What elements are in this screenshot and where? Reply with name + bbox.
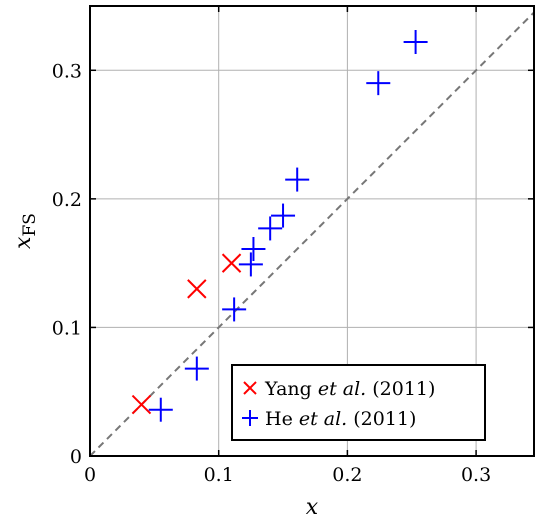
y-tick-label-0: 0: [70, 446, 82, 468]
point-series1-9: [403, 30, 428, 54]
legend-marker-shape-0-stroke-b: [243, 381, 257, 395]
point-series1-6: [271, 203, 296, 228]
point-series0-0: [131, 394, 152, 415]
legend: Yang et al. (2011) He et al. (2011): [231, 364, 486, 441]
legend-entry-yang: Yang et al. (2011): [264, 378, 435, 400]
x-tick-label-1: 0.1: [204, 464, 234, 486]
point-series0-2-stroke-b: [221, 253, 242, 273]
point-series0-2: [221, 253, 242, 273]
point-series1-1: [184, 356, 209, 381]
point-series0-1-stroke-b: [187, 279, 207, 299]
y-tick-label-1: 0.1: [52, 317, 82, 339]
x-axis-label: x: [306, 495, 319, 520]
legend-entry-he: He et al. (2011): [265, 408, 416, 430]
point-series1-3: [238, 252, 263, 277]
y-axis-label: xFS: [11, 213, 40, 249]
point-series1-5: [258, 216, 283, 241]
x-tick-label-2: 0.2: [332, 464, 362, 486]
point-series0-1: [187, 279, 207, 299]
point-series1-4: [241, 237, 266, 261]
y-tick-label-3: 0.3: [52, 60, 82, 82]
plot-frame: [89, 5, 535, 457]
y-tick-label-2: 0.2: [52, 189, 82, 211]
point-series1-8: [366, 71, 391, 96]
axis-ticks: 0 0.1 0.2 0.3 0 0.1 0.2 0.3: [52, 6, 534, 486]
point-series1-2: [222, 297, 247, 322]
legend-marker-shape-1: [242, 410, 258, 426]
x-tick-label-3: 0.3: [461, 464, 491, 486]
point-series1-0: [148, 397, 173, 422]
x-tick-label-0: 0: [84, 464, 96, 486]
y-axis-label-main: x: [11, 236, 36, 249]
data-points: [131, 30, 428, 422]
legend-marker-shape-0: [243, 381, 257, 395]
grid: [90, 6, 534, 456]
point-series0-0-stroke-b: [131, 394, 152, 415]
reference-line-y-equals-x: [89, 11, 535, 457]
point-series1-7: [285, 167, 310, 192]
y-axis-label-subscript: FS: [20, 213, 40, 236]
legend-marker-he: [242, 410, 258, 426]
legend-box: [231, 364, 486, 441]
legend-marker-yang: [243, 381, 257, 395]
